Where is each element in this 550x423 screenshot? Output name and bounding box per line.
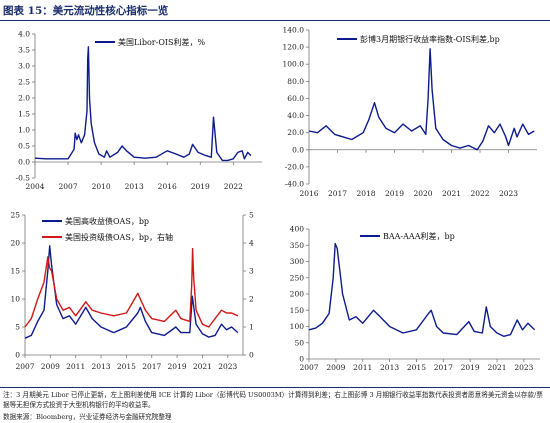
y-tick-label: 0.0 bbox=[292, 145, 304, 154]
figure-source: 数据来源：Bloomberg，兴业证券经济与金融研究院整理 bbox=[3, 413, 172, 421]
title-rule bbox=[0, 20, 550, 21]
y-tick-label: 0.5 bbox=[18, 142, 30, 151]
y2-tick-label: 3 bbox=[249, 267, 254, 276]
chart-libor-ois: -0.5 0.0 0.5 1.0 1.5 2.0 2.5 3.0 3.5 4.0 2004 2007 2… bbox=[16, 30, 262, 191]
y-tick-label: 200 bbox=[290, 290, 305, 299]
x-tick-label: 2023 bbox=[218, 362, 237, 371]
x-tick-label: 2022 bbox=[470, 189, 489, 198]
x-tick-label: 2007 bbox=[59, 182, 78, 191]
x-tick-label: 2023 bbox=[514, 363, 533, 372]
x-tick-label: 2021 bbox=[193, 362, 212, 371]
y-tick-label: 10 bbox=[10, 295, 20, 304]
x-tick-label: 2017 bbox=[434, 363, 453, 372]
x-tick-label: 2020 bbox=[413, 189, 432, 198]
y-tick-label: 4.0 bbox=[18, 30, 30, 39]
y-tick-label: 150 bbox=[290, 306, 305, 315]
x-tick-label: 2016 bbox=[299, 189, 318, 198]
y-tick-label: 3.5 bbox=[18, 46, 30, 55]
y2-tick-label: 5 bbox=[249, 211, 254, 220]
y-tick-label: 15 bbox=[10, 267, 20, 276]
y-tick-label: 0 bbox=[15, 351, 20, 360]
y-tick-label: 40.0 bbox=[287, 111, 304, 120]
y-tick-label: -20.0 bbox=[285, 162, 304, 171]
x-tick-label: 2015 bbox=[117, 362, 136, 371]
y2-tick-label: 2 bbox=[249, 295, 254, 304]
y-tick-label: 140.0 bbox=[283, 26, 305, 35]
y-tick-label: 250 bbox=[290, 273, 305, 282]
y-tick-label: 20.0 bbox=[287, 128, 304, 137]
y-tick-label: -40.0 bbox=[285, 180, 304, 189]
note-rule bbox=[0, 387, 550, 388]
series-line-0 bbox=[24, 245, 239, 339]
x-tick-label: 2015 bbox=[407, 363, 426, 372]
legend-label-0: 彭博3月期银行收益率指数-OIS利差,bp bbox=[360, 34, 500, 44]
x-tick-label: 2009 bbox=[326, 363, 345, 372]
y-tick-label: 20 bbox=[10, 239, 20, 248]
y-tick-label: 100.0 bbox=[283, 60, 305, 69]
y-tick-label: 0.0 bbox=[18, 158, 30, 167]
chart-baa-aaa: 0 50 100 150 200 250 300 350 400 2007 2009 2011 2013… bbox=[290, 225, 540, 372]
y-tick-label: 50 bbox=[294, 338, 304, 347]
y-tick-label: 80.0 bbox=[287, 77, 304, 86]
legend-label-1: 美国投资级债OAS，bp，右轴 bbox=[65, 232, 173, 242]
x-tick-label: 2019 bbox=[191, 182, 210, 191]
figure-note: 注：3 月期美元 Libor 已停止更新，左上图利差使用 ICE 计算的 Lib… bbox=[3, 391, 543, 409]
y-tick-label: 350 bbox=[290, 241, 305, 250]
x-tick-label: 2016 bbox=[158, 182, 177, 191]
y-tick-label: 0 bbox=[299, 355, 304, 364]
y-tick-label: 5 bbox=[15, 323, 20, 332]
y-tick-label: 25 bbox=[10, 211, 20, 220]
y-tick-label: 2.5 bbox=[18, 78, 30, 87]
y-tick-label: 1.0 bbox=[18, 126, 30, 135]
y-tick-label: -0.5 bbox=[16, 174, 31, 183]
x-tick-label: 2022 bbox=[224, 182, 243, 191]
x-tick-label: 2011 bbox=[66, 362, 85, 371]
x-tick-label: 2013 bbox=[91, 362, 110, 371]
y-tick-label: 60.0 bbox=[287, 94, 304, 103]
x-tick-label: 2019 bbox=[385, 189, 404, 198]
x-tick-label: 2018 bbox=[356, 189, 375, 198]
y-tick-label: 400 bbox=[290, 225, 305, 234]
x-tick-label: 2013 bbox=[125, 182, 144, 191]
legend-label-0: 美国高收益债OAS，bp bbox=[65, 216, 149, 226]
x-tick-label: 2009 bbox=[41, 362, 60, 371]
x-tick-label: 2011 bbox=[353, 363, 372, 372]
chart-hy-ig-oas: 0 5 10 15 20 25 0 1 2 3 4 5 2007 2009 2011 2013 2015 2017… bbox=[10, 211, 254, 372]
y-tick-label: 100 bbox=[290, 322, 305, 331]
chart-bank-yield-ois: -40.0 -20.0 0.0 20.0 40.0 60.0 80.0 100.0 120.0 1… bbox=[283, 26, 537, 198]
legend-label-0: BAA-AAA利差，bp bbox=[383, 231, 455, 241]
figure-title: 图表 15：美元流动性核心指标一览 bbox=[3, 5, 169, 17]
y-tick-label: 3.0 bbox=[18, 62, 30, 71]
series-line-0 bbox=[308, 242, 536, 338]
x-tick-label: 2017 bbox=[142, 362, 161, 371]
y-tick-label: 2.0 bbox=[18, 94, 30, 103]
y-tick-label: 1.5 bbox=[18, 110, 30, 119]
x-tick-label: 2013 bbox=[380, 363, 399, 372]
x-tick-label: 2017 bbox=[328, 189, 347, 198]
x-tick-label: 2021 bbox=[442, 189, 461, 198]
x-tick-label: 2007 bbox=[299, 363, 318, 372]
x-tick-label: 2019 bbox=[461, 363, 480, 372]
series-line-1 bbox=[24, 247, 239, 328]
y2-tick-label: 0 bbox=[249, 351, 254, 360]
x-tick-label: 2023 bbox=[499, 189, 518, 198]
y-tick-label: 300 bbox=[290, 257, 305, 266]
x-tick-label: 2010 bbox=[92, 182, 111, 191]
legend-label-0: 美国Libor-OIS利差，% bbox=[118, 37, 206, 47]
y2-tick-label: 1 bbox=[249, 323, 254, 332]
y-tick-label: 120.0 bbox=[283, 43, 305, 52]
x-tick-label: 2021 bbox=[487, 363, 506, 372]
x-tick-label: 2004 bbox=[25, 182, 44, 191]
x-tick-label: 2007 bbox=[15, 362, 34, 371]
y2-tick-label: 4 bbox=[249, 239, 254, 248]
series-line-0 bbox=[308, 48, 535, 151]
series-line-0 bbox=[34, 46, 252, 162]
x-tick-label: 2019 bbox=[168, 362, 187, 371]
